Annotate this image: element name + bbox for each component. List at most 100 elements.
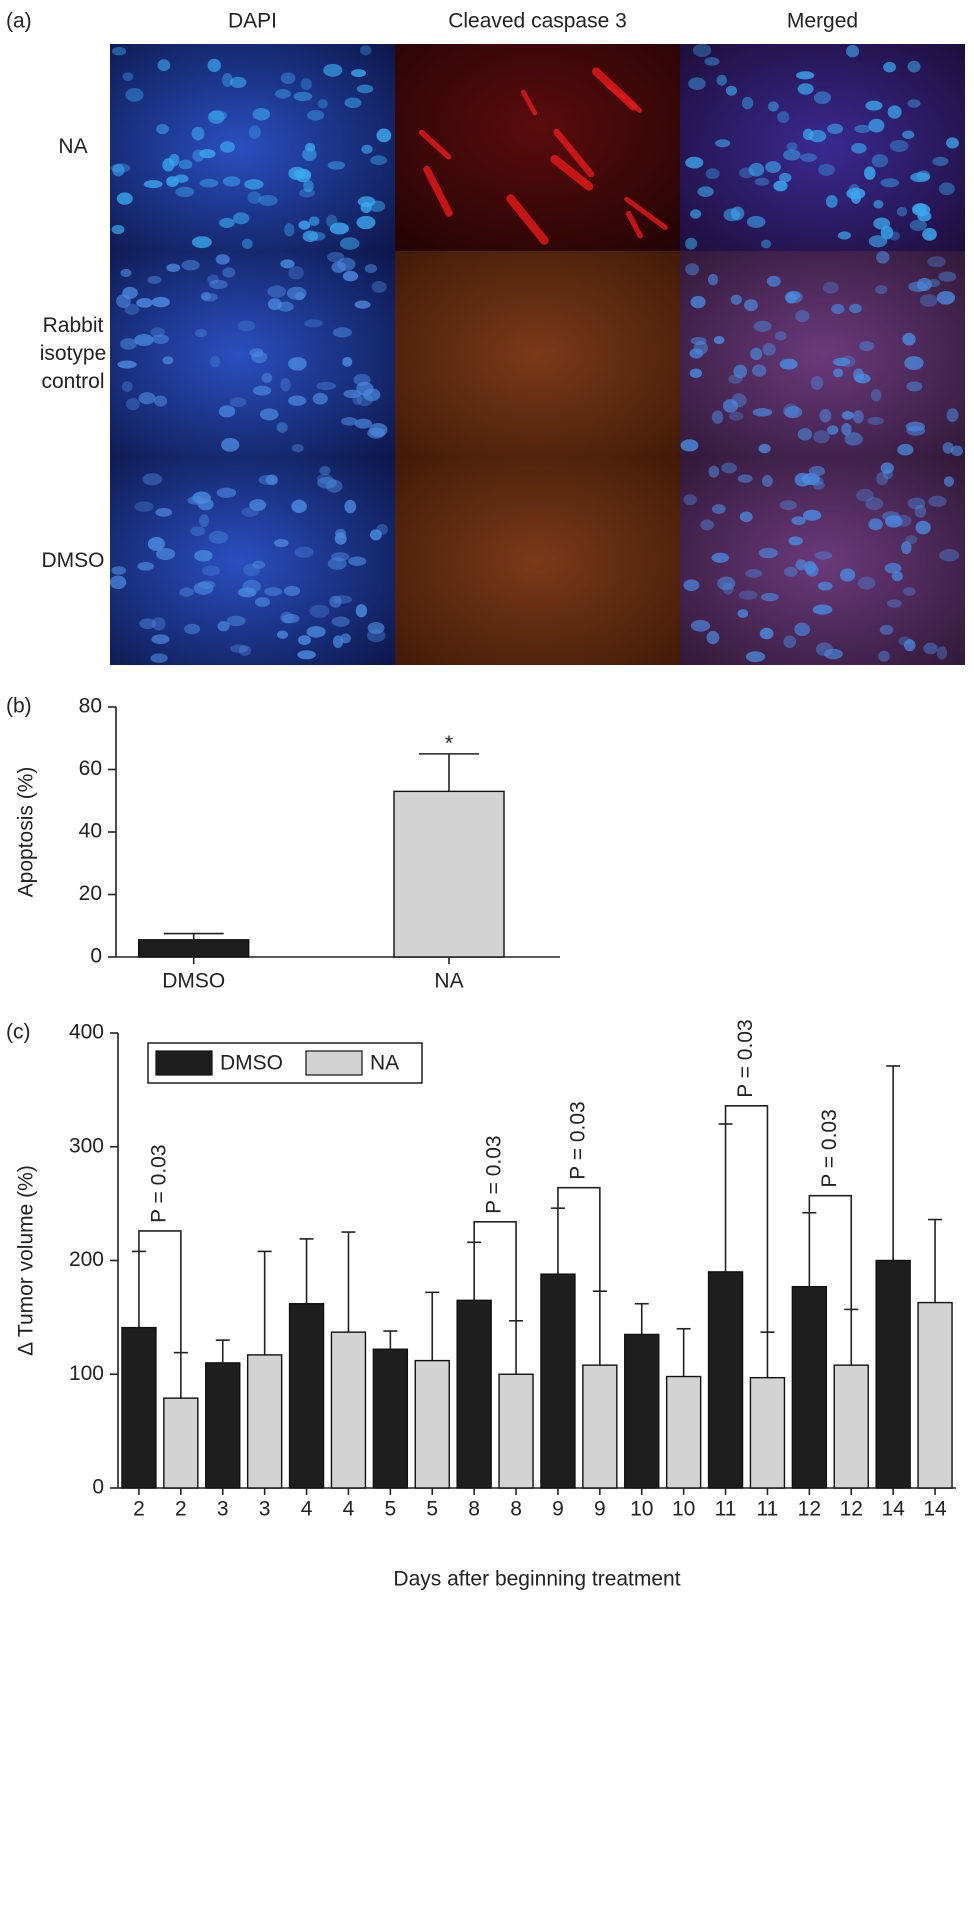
nucleus	[179, 587, 195, 597]
nucleus	[875, 284, 888, 295]
nucleus	[903, 587, 916, 596]
bar	[137, 939, 250, 958]
nucleus	[166, 176, 179, 187]
nucleus	[851, 142, 867, 154]
nucleus	[112, 46, 127, 56]
nucleus	[249, 499, 267, 511]
nucleus	[367, 427, 386, 439]
nucleus	[352, 393, 363, 405]
nucleus	[276, 630, 289, 639]
panel-label: (b)	[6, 695, 32, 718]
bar	[749, 1376, 786, 1489]
nucleus	[283, 585, 301, 596]
nucleus	[814, 551, 833, 560]
legend-swatch	[155, 1050, 213, 1076]
y-tick-label: 100	[69, 1362, 104, 1385]
y-tick-label: 40	[79, 820, 102, 843]
nucleus	[788, 536, 803, 546]
nucleus	[824, 648, 843, 660]
nucleus	[721, 462, 737, 474]
nucleus	[369, 529, 382, 541]
nucleus	[886, 599, 902, 608]
nucleus	[868, 235, 888, 248]
nucleus	[777, 111, 790, 124]
nucleus	[221, 437, 240, 452]
nucleus	[898, 636, 912, 646]
nucleus	[705, 168, 720, 180]
bar	[121, 1326, 157, 1489]
nucleus	[201, 565, 221, 577]
micrograph	[110, 44, 395, 251]
nucleus	[758, 443, 771, 454]
nucleus	[907, 99, 921, 108]
nucleus	[184, 623, 201, 635]
bar	[246, 1354, 283, 1489]
stain	[423, 165, 453, 217]
nucleus	[360, 45, 372, 56]
nucleus	[813, 480, 825, 490]
nucleus	[794, 622, 810, 637]
nucleus	[166, 263, 181, 273]
y-tick-label: 60	[79, 757, 102, 780]
nucleus	[932, 156, 949, 166]
nucleus	[244, 179, 264, 190]
nucleus	[125, 87, 144, 102]
nucleus	[341, 417, 358, 426]
nucleus	[902, 332, 916, 346]
nucleus	[905, 535, 918, 545]
nucleus	[887, 105, 902, 119]
significance-bracket	[724, 1105, 769, 1333]
nucleus	[327, 160, 346, 170]
stain	[625, 210, 643, 239]
nucleus	[797, 428, 813, 441]
nucleus	[267, 285, 287, 298]
nucleus	[871, 154, 889, 168]
nucleus	[157, 59, 171, 72]
nucleus	[841, 411, 854, 420]
nucleus	[273, 539, 289, 548]
nucleus	[275, 89, 291, 99]
x-tick-label: 14	[923, 1498, 947, 1521]
nucleus	[248, 125, 261, 139]
x-tick-label: 5	[426, 1498, 438, 1521]
nucleus	[910, 172, 930, 183]
nucleus	[906, 381, 923, 392]
nucleus	[137, 561, 154, 571]
nucleus	[344, 499, 357, 514]
nucleus	[190, 526, 206, 537]
nucleus	[367, 621, 385, 635]
bar	[456, 1299, 492, 1489]
nucleus	[298, 188, 315, 198]
nucleus	[265, 474, 279, 486]
nucleus	[209, 279, 228, 290]
nucleus	[317, 477, 337, 489]
nucleus	[905, 421, 925, 432]
nucleus	[883, 61, 897, 73]
nucleus	[153, 395, 168, 407]
nucleus	[217, 620, 230, 632]
nucleus	[901, 541, 912, 555]
nucleus	[229, 76, 247, 88]
nucleus	[852, 410, 864, 424]
nucleus	[783, 149, 801, 161]
nucleus	[685, 237, 698, 250]
nucleus	[697, 186, 714, 197]
nucleus	[355, 604, 368, 618]
bar	[791, 1285, 828, 1489]
nucleus	[215, 254, 230, 265]
nucleus	[754, 177, 770, 186]
nucleus	[120, 338, 137, 350]
nucleus	[904, 356, 924, 370]
nucleus	[199, 148, 216, 159]
nucleus	[370, 155, 387, 166]
x-tick-label: 10	[672, 1498, 695, 1521]
nucleus	[807, 476, 824, 486]
nucleus	[761, 475, 773, 487]
nucleus	[117, 360, 137, 369]
x-tick-label: 10	[630, 1498, 653, 1521]
nucleus	[371, 281, 387, 293]
nucleus	[207, 58, 221, 73]
nucleus	[946, 137, 959, 149]
nucleus	[884, 562, 902, 574]
x-tick-label: 2	[175, 1498, 187, 1521]
